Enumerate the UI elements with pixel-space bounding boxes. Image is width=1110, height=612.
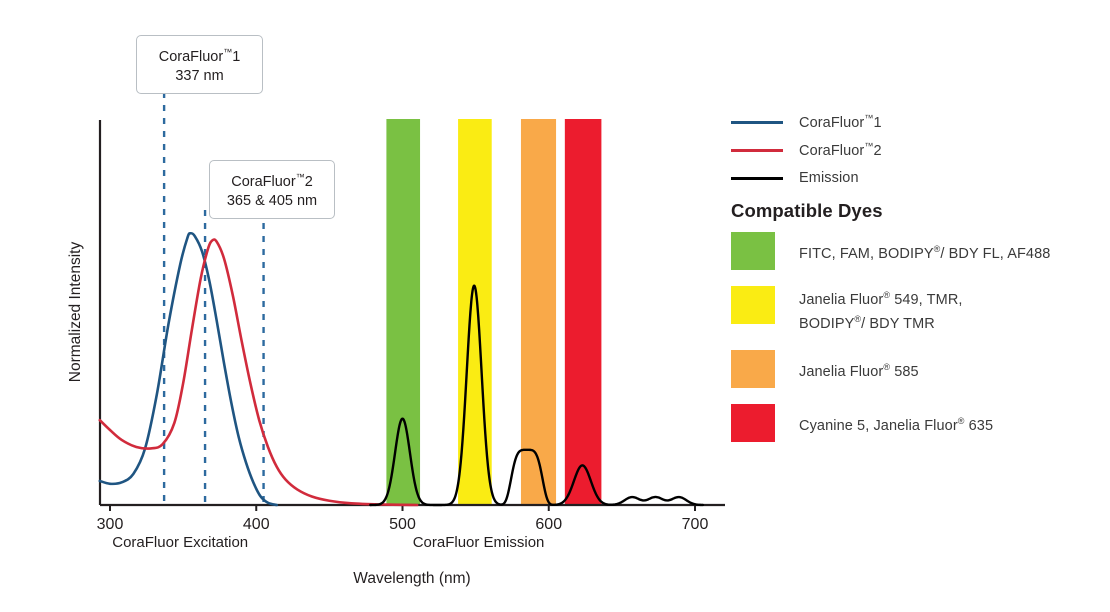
- dye-color-swatch: [731, 286, 775, 324]
- dye-label-line: Janelia Fluor® 549, TMR,: [799, 290, 963, 308]
- legend-item-label: Emission: [799, 170, 859, 186]
- dye-item-label: Cyanine 5, Janelia Fluor® 635: [799, 404, 993, 436]
- callout-1-line2: 337 nm: [175, 67, 224, 84]
- dye-item-2: Janelia Fluor® 585: [731, 349, 1103, 388]
- callout-coraflour-2: CoraFluor™2 365 & 405 nm: [209, 160, 335, 219]
- curve-emission: [369, 284, 705, 507]
- red-band: [564, 119, 602, 505]
- callout-1-line1: CoraFluor™1: [158, 47, 241, 65]
- dye-label-line: BODIPY®/ BDY TMR: [799, 313, 935, 332]
- dye-item-label: Janelia Fluor® 585: [799, 350, 919, 382]
- dye-item-0: FITC, FAM, BODIPY®/ BDY FL, AF488: [731, 232, 1103, 270]
- legend-item-0: CoraFluor™1: [731, 108, 1091, 136]
- x-tick-label-400: 400: [243, 516, 270, 533]
- x-tick-label-300: 300: [97, 516, 124, 533]
- x-tick-label-500: 500: [389, 516, 416, 533]
- x-tick-label-700: 700: [682, 516, 709, 533]
- legend-line-swatch: [731, 176, 783, 180]
- dye-item-label: FITC, FAM, BODIPY®/ BDY FL, AF488: [799, 232, 1050, 264]
- dye-item-label: Janelia Fluor® 549, TMR, BODIPY®/ BDY TMR: [799, 286, 963, 334]
- axis-region-label-1: CoraFluor Emission: [413, 534, 545, 551]
- dye-color-swatch: [731, 403, 775, 442]
- dye-label-line: FITC, FAM, BODIPY®/ BDY FL, AF488: [799, 244, 1051, 262]
- callout-2-line2: 365 & 405 nm: [226, 192, 318, 209]
- legend-item-label: CoraFluor™2: [799, 141, 882, 159]
- legend-item-2: Emission: [731, 164, 1091, 192]
- y-axis-title: Normalized Intensity: [67, 242, 84, 383]
- x-axis-title: Wavelength (nm): [353, 570, 470, 587]
- dye-label-line: Cyanine 5, Janelia Fluor® 635: [799, 415, 994, 434]
- compatible-dyes-title: Compatible Dyes: [731, 200, 883, 221]
- axis-region-label-0: CoraFluor Excitation: [112, 534, 248, 551]
- callout-2-line1: CoraFluor™2: [231, 172, 313, 190]
- dye-item-3: Cyanine 5, Janelia Fluor® 635: [731, 403, 1103, 442]
- curve-coraflour-2: [98, 238, 419, 507]
- green-band: [386, 119, 421, 505]
- dye-color-swatch: [731, 349, 775, 388]
- orange-band: [520, 119, 557, 505]
- legend-item-label: CoraFluor™1: [799, 113, 882, 131]
- dye-item-1: Janelia Fluor® 549, TMR, BODIPY®/ BDY TMR: [731, 286, 1103, 334]
- dye-color-swatch: [731, 232, 775, 270]
- chart-legend: CoraFluor™1 CoraFluor™2 Emission: [731, 108, 1091, 192]
- legend-line-swatch: [731, 148, 783, 152]
- legend-line-swatch: [731, 120, 783, 124]
- curve-coraflour-1: [98, 231, 279, 507]
- callout-coraflour-1: CoraFluor™1 337 nm: [136, 35, 263, 94]
- compatible-dyes-list: FITC, FAM, BODIPY®/ BDY FL, AF488 Janelia…: [731, 232, 1103, 458]
- legend-item-1: CoraFluor™2: [731, 136, 1091, 164]
- dye-label-line: Janelia Fluor® 585: [799, 361, 919, 380]
- x-tick-label-600: 600: [535, 516, 562, 533]
